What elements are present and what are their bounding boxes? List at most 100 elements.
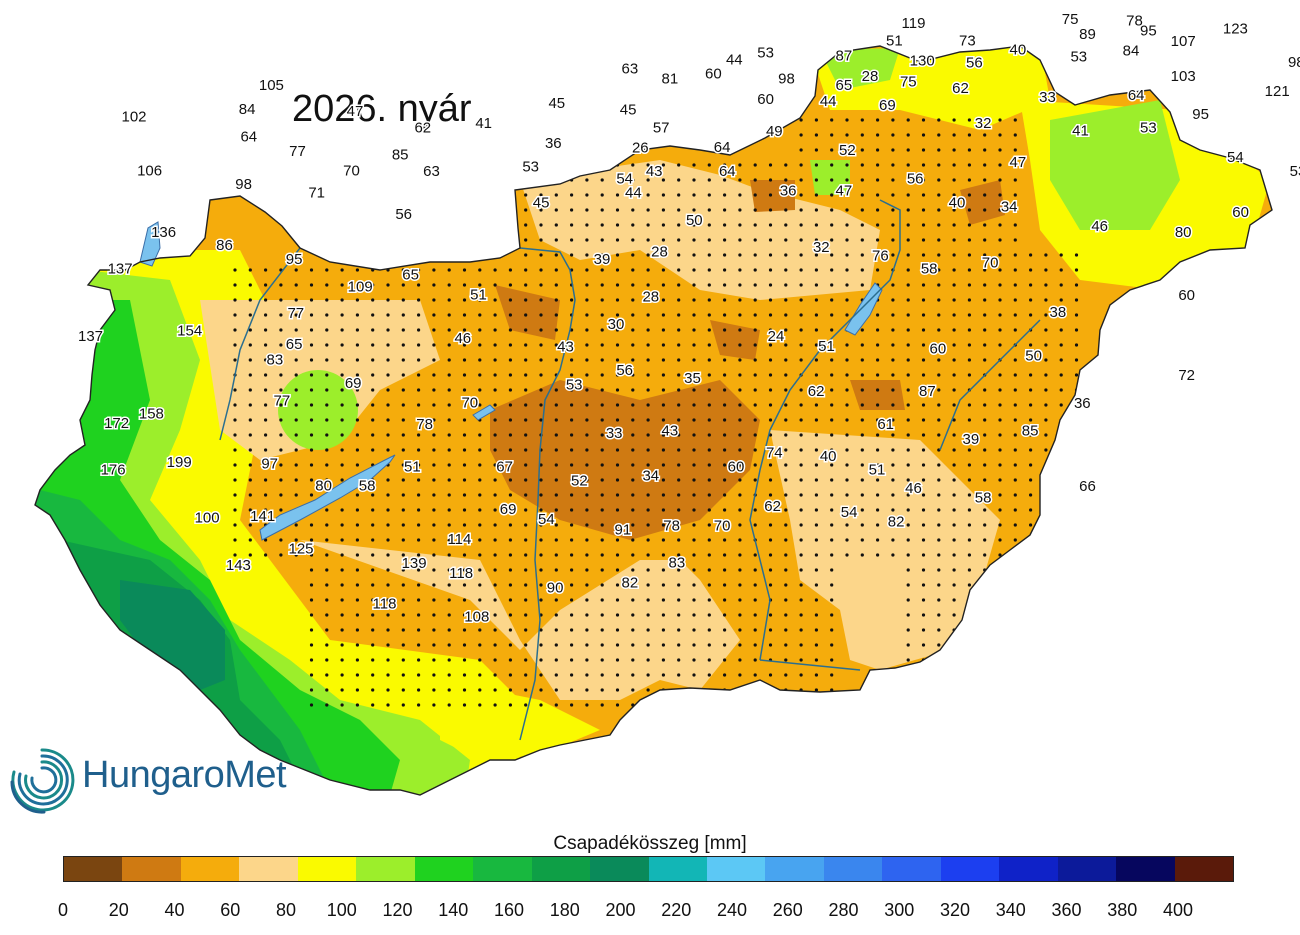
station-value: 36 (545, 135, 562, 152)
significance-dot (309, 448, 314, 452)
significance-dot (309, 703, 314, 707)
significance-dot (906, 493, 910, 497)
significance-dot (355, 418, 359, 422)
significance-dot (493, 328, 497, 332)
significance-dot (539, 673, 543, 677)
significance-dot (447, 418, 451, 422)
significance-dot (493, 643, 497, 647)
significance-dot (768, 493, 773, 497)
significance-dot (921, 583, 926, 587)
significance-dot (355, 448, 359, 452)
significance-dot (707, 208, 711, 212)
significance-dot (952, 313, 956, 317)
station-value: 98 (1288, 54, 1300, 71)
significance-dot (508, 673, 512, 677)
significance-dot (952, 523, 956, 527)
significance-dot (876, 433, 880, 437)
significance-dot (876, 163, 880, 167)
significance-dot (967, 313, 972, 317)
significance-dot (355, 568, 359, 572)
significance-dot (677, 538, 681, 542)
significance-dot (585, 268, 589, 272)
significance-dot (340, 463, 344, 467)
significance-dot (1074, 253, 1079, 257)
significance-dot (417, 553, 421, 557)
station-value: 77 (274, 392, 291, 409)
significance-dot (1044, 253, 1048, 257)
significance-dot (891, 388, 895, 392)
significance-dot (937, 658, 941, 662)
significance-dot (401, 688, 405, 692)
significance-dot (738, 448, 742, 452)
significance-dot (524, 373, 528, 377)
station-value: 53 (1140, 120, 1157, 137)
significance-dot (386, 598, 390, 602)
significance-dot (447, 328, 451, 332)
significance-dot (508, 658, 512, 662)
significance-dot (677, 448, 681, 452)
significance-dot (264, 343, 268, 347)
station-value: 82 (888, 514, 905, 531)
significance-dot (646, 523, 650, 527)
significance-dot (631, 598, 635, 602)
significance-dot (860, 538, 864, 542)
significance-dot (692, 568, 696, 572)
significance-dot (967, 673, 972, 677)
significance-dot (876, 358, 880, 362)
significance-dot (462, 373, 467, 377)
significance-dot (799, 148, 803, 152)
significance-dot (952, 178, 956, 182)
significance-dot (983, 673, 987, 677)
significance-dot (998, 628, 1002, 632)
significance-dot (646, 703, 650, 707)
significance-dot (707, 478, 711, 482)
significance-dot (432, 508, 436, 512)
significance-dot (646, 298, 650, 302)
significance-dot (784, 463, 788, 467)
significance-dot (967, 193, 972, 197)
significance-dot (355, 688, 359, 692)
significance-dot (921, 433, 926, 437)
significance-dot (814, 673, 819, 677)
significance-dot (539, 493, 543, 497)
significance-dot (417, 283, 421, 287)
significance-dot (692, 448, 696, 452)
significance-dot (1013, 193, 1017, 197)
significance-dot (983, 268, 987, 272)
significance-dot (600, 343, 604, 347)
significance-dot (723, 553, 727, 557)
significance-dot (355, 673, 359, 677)
significance-dot (876, 148, 880, 152)
significance-dot (340, 508, 344, 512)
significance-dot (401, 508, 405, 512)
significance-dot (937, 598, 941, 602)
significance-dot (921, 343, 926, 347)
significance-dot (264, 328, 268, 332)
significance-dot (1013, 223, 1017, 227)
significance-dot (233, 433, 237, 437)
significance-dot (768, 373, 773, 377)
significance-dot (264, 388, 268, 392)
station-value: 95 (286, 251, 303, 268)
significance-dot (845, 463, 849, 467)
significance-dot (615, 628, 620, 632)
significance-dot (967, 463, 972, 467)
significance-dot (508, 298, 512, 302)
significance-dot (631, 463, 635, 467)
significance-dot (309, 643, 314, 647)
significance-dot (646, 688, 650, 692)
significance-dot (937, 283, 941, 287)
significance-dot (524, 568, 528, 572)
significance-dot (998, 298, 1002, 302)
significance-dot (615, 463, 620, 467)
significance-dot (600, 448, 604, 452)
significance-dot (615, 553, 620, 557)
significance-dot (417, 343, 421, 347)
significance-dot (784, 268, 788, 272)
significance-dot (233, 448, 237, 452)
significance-dot (279, 448, 283, 452)
station-value: 67 (496, 459, 513, 476)
significance-dot (983, 118, 987, 122)
significance-dot (539, 463, 543, 467)
significance-dot (891, 448, 895, 452)
